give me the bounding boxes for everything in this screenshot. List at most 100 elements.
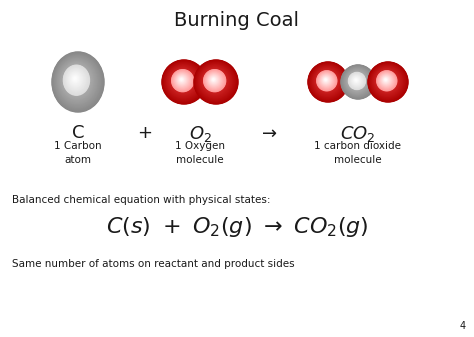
Ellipse shape	[71, 73, 80, 85]
Ellipse shape	[355, 79, 357, 81]
Ellipse shape	[74, 78, 76, 80]
Ellipse shape	[66, 68, 87, 92]
Ellipse shape	[207, 73, 221, 88]
Ellipse shape	[209, 75, 219, 85]
Ellipse shape	[164, 62, 204, 102]
Ellipse shape	[320, 74, 332, 86]
Ellipse shape	[311, 65, 344, 98]
Ellipse shape	[212, 78, 215, 81]
Ellipse shape	[348, 72, 366, 90]
Ellipse shape	[370, 64, 405, 99]
Ellipse shape	[312, 66, 343, 97]
Ellipse shape	[206, 72, 223, 89]
Ellipse shape	[315, 69, 339, 93]
Ellipse shape	[203, 69, 227, 92]
Ellipse shape	[211, 77, 217, 83]
Ellipse shape	[59, 60, 95, 102]
Ellipse shape	[199, 65, 231, 97]
Ellipse shape	[325, 79, 326, 80]
Ellipse shape	[310, 64, 346, 100]
Ellipse shape	[349, 73, 365, 89]
Ellipse shape	[210, 75, 219, 84]
Ellipse shape	[61, 63, 92, 98]
Ellipse shape	[62, 63, 91, 97]
Ellipse shape	[378, 72, 395, 89]
Ellipse shape	[377, 71, 397, 91]
Ellipse shape	[55, 55, 101, 109]
Ellipse shape	[201, 66, 230, 96]
Ellipse shape	[352, 76, 361, 85]
Ellipse shape	[208, 74, 220, 86]
Ellipse shape	[64, 65, 90, 95]
Ellipse shape	[310, 65, 345, 99]
Ellipse shape	[210, 76, 218, 84]
Ellipse shape	[171, 69, 195, 93]
Ellipse shape	[205, 71, 224, 90]
Ellipse shape	[379, 72, 394, 89]
Ellipse shape	[179, 77, 185, 83]
Ellipse shape	[163, 61, 204, 102]
Ellipse shape	[354, 78, 358, 82]
Ellipse shape	[166, 64, 200, 98]
Ellipse shape	[378, 72, 396, 90]
Ellipse shape	[342, 66, 374, 98]
Ellipse shape	[162, 60, 206, 104]
Ellipse shape	[344, 68, 371, 95]
Ellipse shape	[55, 56, 100, 108]
Ellipse shape	[56, 56, 99, 106]
Ellipse shape	[57, 58, 97, 104]
Ellipse shape	[67, 69, 85, 90]
Ellipse shape	[383, 78, 388, 82]
Ellipse shape	[353, 76, 360, 84]
Ellipse shape	[346, 70, 368, 92]
Ellipse shape	[210, 76, 217, 83]
Ellipse shape	[69, 72, 82, 87]
Ellipse shape	[53, 53, 103, 112]
Ellipse shape	[164, 63, 203, 101]
Ellipse shape	[70, 73, 81, 85]
Ellipse shape	[167, 65, 200, 98]
Ellipse shape	[354, 78, 359, 83]
Ellipse shape	[56, 57, 99, 106]
Ellipse shape	[309, 63, 347, 101]
Ellipse shape	[167, 65, 200, 97]
Text: $\rightarrow$: $\rightarrow$	[258, 124, 278, 142]
Ellipse shape	[310, 64, 345, 99]
Ellipse shape	[167, 65, 199, 97]
Ellipse shape	[322, 76, 330, 84]
Ellipse shape	[177, 75, 187, 85]
Text: Burning Coal: Burning Coal	[174, 11, 300, 30]
Ellipse shape	[195, 61, 237, 103]
Ellipse shape	[63, 64, 91, 96]
Ellipse shape	[324, 78, 328, 82]
Ellipse shape	[377, 71, 396, 90]
Ellipse shape	[374, 68, 400, 94]
Ellipse shape	[169, 67, 197, 95]
Ellipse shape	[342, 66, 374, 98]
Ellipse shape	[70, 72, 82, 86]
Ellipse shape	[74, 77, 76, 80]
Ellipse shape	[312, 66, 343, 97]
Ellipse shape	[349, 73, 364, 88]
Ellipse shape	[209, 75, 219, 85]
Ellipse shape	[376, 70, 397, 91]
Ellipse shape	[381, 75, 392, 86]
Ellipse shape	[320, 74, 333, 87]
Ellipse shape	[203, 69, 226, 92]
Ellipse shape	[74, 78, 75, 79]
Ellipse shape	[178, 76, 186, 84]
Ellipse shape	[201, 67, 228, 95]
Ellipse shape	[66, 68, 86, 91]
Ellipse shape	[354, 78, 358, 83]
Ellipse shape	[343, 67, 373, 97]
Ellipse shape	[323, 76, 329, 83]
Ellipse shape	[320, 74, 333, 87]
Ellipse shape	[352, 76, 361, 85]
Ellipse shape	[203, 69, 227, 93]
Ellipse shape	[341, 65, 374, 98]
Text: Balanced chemical equation with physical states:: Balanced chemical equation with physical…	[12, 195, 271, 205]
Ellipse shape	[64, 66, 89, 94]
Ellipse shape	[346, 70, 369, 93]
Text: 1 carbon dioxide
molecule: 1 carbon dioxide molecule	[315, 141, 401, 165]
Ellipse shape	[68, 70, 84, 89]
